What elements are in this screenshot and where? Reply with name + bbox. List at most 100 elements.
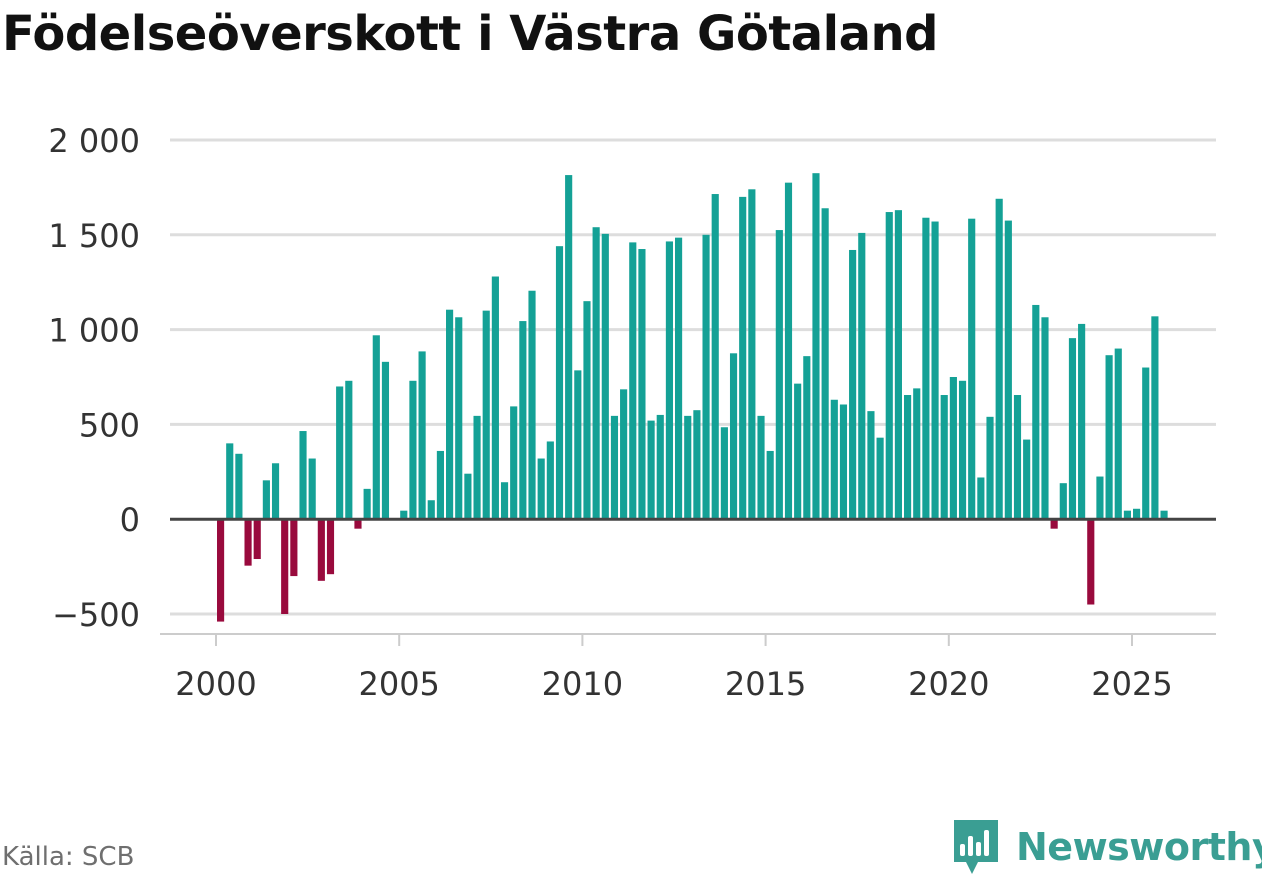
bar [217, 519, 225, 622]
bar [876, 437, 884, 520]
bar [702, 234, 710, 520]
bar [290, 519, 298, 577]
bar [500, 482, 509, 520]
bar [400, 510, 408, 520]
bar [1004, 220, 1012, 520]
bar [775, 230, 783, 520]
bar [354, 519, 362, 529]
bar [1151, 316, 1159, 520]
x-tick-label: 2020 [908, 665, 989, 703]
bar [326, 519, 335, 575]
bar [464, 473, 472, 520]
bar [528, 290, 536, 520]
bar [922, 217, 930, 520]
bar [656, 414, 664, 520]
bar [839, 404, 848, 520]
bar [1059, 483, 1067, 520]
bar [629, 242, 637, 520]
bar [913, 388, 921, 520]
bar [830, 399, 838, 520]
bar [574, 370, 582, 520]
bar [766, 450, 774, 520]
bar [253, 519, 261, 560]
bar [1023, 439, 1031, 520]
bar [345, 380, 353, 520]
bar [940, 395, 948, 520]
bar [409, 380, 417, 520]
x-tick-label: 2000 [175, 665, 256, 703]
bar [995, 198, 1003, 520]
bar [931, 221, 939, 520]
bar [1087, 519, 1095, 605]
bar [711, 194, 719, 520]
y-tick-label: 0 [120, 501, 140, 539]
gridlines [170, 138, 1216, 616]
bar [1013, 395, 1022, 520]
bar [812, 173, 820, 520]
bar [446, 309, 454, 520]
y-tick-label: 1 000 [48, 312, 140, 350]
bar [491, 276, 499, 520]
bar [803, 356, 811, 520]
bar [638, 249, 646, 520]
bar [363, 488, 371, 520]
bar [418, 351, 426, 520]
bar [262, 480, 270, 520]
bar [482, 310, 490, 520]
bar [1078, 323, 1086, 520]
chart-title: Födelseöverskott i Västra Götaland [2, 6, 939, 62]
bar [583, 301, 591, 520]
bar [271, 463, 280, 520]
bar [317, 519, 325, 581]
bar [436, 450, 444, 520]
bar [821, 208, 829, 520]
bar [784, 182, 793, 520]
bar [858, 232, 866, 520]
bar [1123, 510, 1131, 520]
bar [1050, 519, 1058, 529]
bar [1133, 508, 1141, 520]
bar [473, 415, 481, 520]
bar [537, 458, 545, 520]
bar [1105, 355, 1113, 520]
brand-name: Newsworthy [1016, 825, 1262, 869]
y-axis-ticks: −500 0 500 1 000 1 500 2 000 [48, 122, 140, 634]
bar [620, 389, 628, 520]
bar [565, 175, 573, 520]
source-label: Källa: SCB [2, 842, 135, 872]
bar [510, 406, 518, 520]
bar [757, 415, 765, 520]
bar [894, 210, 902, 520]
bar [885, 212, 893, 520]
bar [958, 380, 967, 520]
bar [968, 218, 976, 520]
bar [555, 246, 564, 520]
x-tick-label: 2015 [725, 665, 806, 703]
y-tick-label: 2 000 [48, 122, 140, 160]
bar [1142, 367, 1150, 520]
newsworthy-logo: Newsworthy [950, 818, 1262, 876]
bar [986, 416, 994, 520]
bar [610, 415, 619, 520]
bar [281, 519, 289, 614]
bar [372, 335, 380, 520]
bar [665, 241, 673, 520]
y-tick-label: −500 [52, 596, 140, 634]
bars [217, 173, 1168, 622]
bar [299, 431, 307, 520]
bar [684, 415, 692, 520]
bar [336, 386, 344, 520]
x-tick-label: 2025 [1091, 665, 1172, 703]
bar [720, 427, 728, 520]
bar [867, 411, 875, 520]
bar [949, 377, 957, 520]
bar [1068, 338, 1077, 520]
bar [546, 441, 554, 520]
bar [647, 420, 655, 520]
bar-chart: −500 0 500 1 000 1 500 2 000 2000 2005 2010 2015… [48, 122, 1216, 703]
bar [675, 237, 683, 520]
bar [601, 233, 609, 520]
x-tick-label: 2010 [542, 665, 623, 703]
bar [977, 477, 985, 520]
x-axis-ticks: 2000 2005 2010 2015 2020 2025 [160, 633, 1216, 703]
